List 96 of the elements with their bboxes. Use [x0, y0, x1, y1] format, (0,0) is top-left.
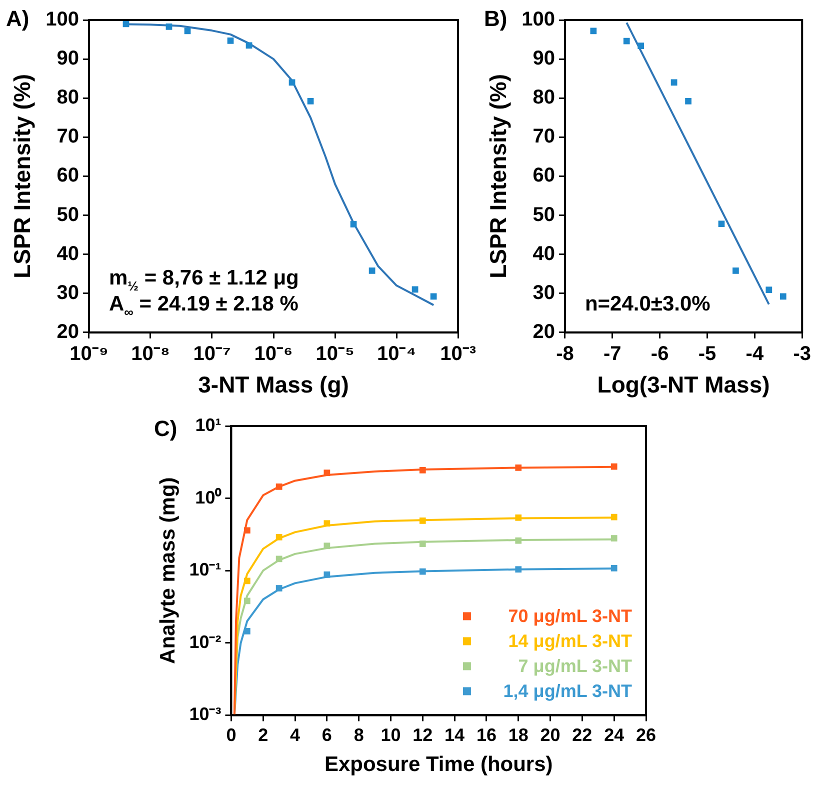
x-tick-label: -6: [650, 342, 669, 365]
x-tick-label: -5: [698, 342, 716, 365]
annotation: A∞ = 24.19 ± 2.18 %: [108, 292, 299, 320]
point: [515, 537, 522, 544]
y-tick-label: 10¹: [195, 414, 222, 435]
x-tick-label: 16: [476, 724, 496, 745]
y-tick-label: 40: [532, 242, 555, 265]
x-tick-label: 0: [226, 724, 236, 745]
point: [276, 585, 282, 592]
y-tick-label: 80: [532, 86, 555, 109]
y-tick-label: 30: [56, 282, 79, 304]
point: [244, 578, 250, 584]
y-tick-label: 10⁻²: [189, 632, 222, 652]
point: [766, 286, 772, 294]
x-tick-label: 24: [604, 724, 624, 745]
y-tick-label: 20: [532, 320, 555, 343]
x-tick-label: 10⁻⁹: [70, 342, 108, 365]
x-tick-label: 22: [572, 724, 592, 745]
x-tick-label: 6: [322, 724, 332, 745]
legend-label: 14 μg/mL 3-NT: [508, 631, 632, 652]
point: [638, 42, 644, 49]
x-tick-label: 10⁻⁴: [376, 342, 416, 365]
point: [324, 520, 330, 527]
point: [244, 628, 250, 634]
point: [610, 514, 618, 520]
point: [419, 518, 426, 524]
y-tick-label: 10⁰: [195, 487, 222, 508]
point: [324, 542, 330, 550]
point: [276, 556, 282, 562]
point: [623, 38, 630, 44]
x-axis-title: 3-NT Mass (g): [198, 372, 349, 398]
y-tick-label: 30: [532, 282, 555, 304]
point: [244, 598, 250, 604]
point: [419, 466, 426, 474]
point: [718, 220, 725, 228]
point: [419, 568, 426, 575]
y-tick-label: 90: [56, 48, 79, 70]
point: [515, 566, 522, 573]
y-tick-label: 80: [56, 86, 79, 109]
y-axis-title: Analyte mass (mg): [156, 477, 180, 664]
x-tick-label: 14: [444, 724, 465, 745]
x-tick-label: 10⁻⁶: [254, 342, 293, 365]
y-axis-title: LSPR Intensity (%): [9, 74, 36, 278]
y-tick-label: 90: [532, 48, 555, 70]
y-tick-label: 20: [56, 320, 79, 343]
y-tick-label: 50: [532, 204, 555, 226]
y-tick-label: 10⁻¹: [189, 560, 222, 580]
x-tick-label: 26: [636, 724, 656, 745]
y-tick-label: 50: [56, 204, 79, 226]
point: [685, 98, 692, 104]
x-tick-label: 12: [412, 724, 433, 745]
x-tick-label: -3: [793, 342, 812, 365]
x-tick-label: 10⁻⁷: [193, 342, 231, 365]
x-tick-label: -8: [556, 342, 574, 365]
x-tick-label: 18: [508, 724, 528, 745]
chart-title: B): [484, 6, 508, 31]
y-tick-label: 40: [56, 242, 79, 265]
point: [515, 514, 522, 521]
point: [324, 470, 330, 476]
point: [515, 464, 522, 471]
x-tick-label: 4: [290, 724, 300, 745]
point: [780, 293, 786, 300]
point: [590, 28, 597, 34]
point: [244, 527, 250, 534]
legend-label: 70 μg/mL 3-NT: [508, 606, 632, 626]
x-tick-label: 10⁻⁵: [316, 342, 354, 365]
legend-label: 1,4 μg/mL 3-NT: [503, 681, 632, 702]
chart-title: C): [154, 416, 178, 441]
x-tick-label: 10⁻³: [440, 342, 476, 365]
point: [419, 540, 426, 547]
text: 7 μg/mL 3-NT: [518, 656, 632, 676]
point: [276, 483, 282, 490]
x-axis-title: Exposure Time (hours): [324, 753, 553, 776]
point: [610, 463, 618, 470]
point: [610, 565, 618, 572]
annotation: n=24.0±3.0%: [584, 292, 711, 316]
y-tick-label: 60: [56, 164, 79, 187]
y-tick-label: 10⁻³: [189, 704, 222, 724]
point: [610, 535, 618, 542]
x-tick-label: -7: [604, 342, 622, 365]
point: [324, 571, 330, 578]
y-tick-label: 100: [522, 8, 555, 31]
y-tick-label: 70: [56, 126, 79, 148]
point: [732, 268, 739, 274]
y-tick-label: 100: [46, 8, 79, 31]
x-tick-label: 10: [380, 724, 401, 745]
y-tick-label: 70: [532, 126, 555, 148]
y-axis-title: LSPR Intensity (%): [485, 74, 512, 278]
x-tick-label: -4: [746, 342, 764, 365]
x-tick-label: 10⁻⁸: [131, 342, 170, 365]
x-tick-label: 8: [354, 724, 364, 745]
y-tick-label: 60: [532, 164, 555, 187]
x-axis-title: Log(3-NT Mass): [597, 372, 770, 398]
x-tick-label: 2: [258, 724, 268, 745]
chart-title: A): [6, 6, 30, 31]
point: [276, 534, 282, 540]
